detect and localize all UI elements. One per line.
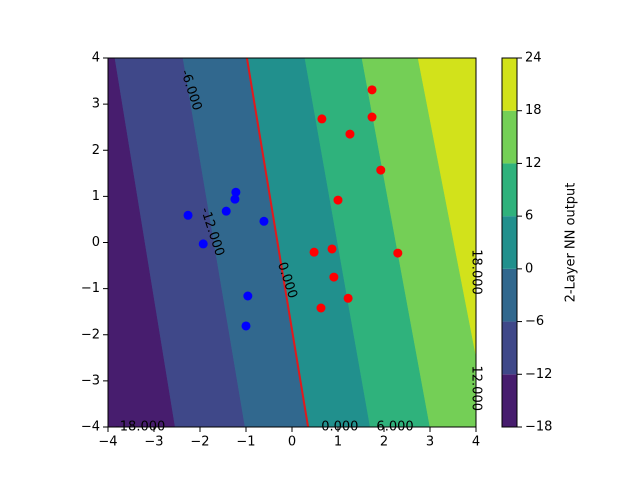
contour-band bbox=[108, 58, 176, 427]
scatter-point bbox=[327, 244, 337, 254]
x-tick-label: −1 bbox=[236, 435, 255, 450]
scatter-point bbox=[198, 239, 208, 249]
scatter-point bbox=[316, 303, 326, 313]
scatter-point bbox=[183, 210, 193, 220]
scatter-point bbox=[221, 206, 231, 216]
scatter-point bbox=[329, 272, 339, 282]
contour-band bbox=[304, 58, 431, 427]
colorbar-swatch bbox=[502, 321, 517, 375]
contour-band bbox=[361, 58, 476, 427]
contour-band bbox=[182, 58, 309, 427]
scatter-point bbox=[367, 112, 377, 122]
x-tick-label: 2 bbox=[380, 435, 388, 450]
colorbar-tick-label: −6 bbox=[525, 314, 544, 329]
x-tick-label: −3 bbox=[144, 435, 163, 450]
colorbar-tick-label: 6 bbox=[525, 209, 533, 224]
scatter-point bbox=[333, 195, 343, 205]
colorbar-swatch bbox=[502, 268, 517, 322]
x-tick-label: 3 bbox=[426, 435, 434, 450]
y-tick-label: −4 bbox=[81, 420, 100, 435]
scatter-point bbox=[259, 216, 269, 226]
y-tick-label: 0 bbox=[92, 235, 100, 250]
colorbar-swatch bbox=[502, 216, 517, 269]
scatter-point bbox=[367, 85, 377, 95]
y-tick-label: 4 bbox=[92, 51, 100, 66]
contour-fill bbox=[108, 58, 476, 427]
colorbar-tick-label: −18 bbox=[525, 420, 552, 435]
colorbar-tick-label: −12 bbox=[525, 367, 552, 382]
x-tick-label: 0 bbox=[288, 435, 296, 450]
colorbar-frame bbox=[501, 57, 518, 428]
colorbar-tick-label: 12 bbox=[525, 156, 542, 171]
colorbar-tick-label: 0 bbox=[525, 261, 533, 276]
scatter-point bbox=[393, 248, 403, 258]
scatter-point bbox=[309, 247, 319, 257]
contour-band bbox=[417, 58, 476, 358]
y-tick-label: 2 bbox=[92, 143, 100, 158]
y-tick-label: −2 bbox=[81, 327, 100, 342]
colorbar-swatch bbox=[502, 374, 517, 427]
colorbar-tick-label: 24 bbox=[525, 51, 542, 66]
colorbar-label: 2-Layer NN output bbox=[564, 183, 579, 303]
contour-line bbox=[245, 58, 310, 427]
colorbar-swatch bbox=[502, 58, 517, 111]
scatter-point bbox=[243, 291, 253, 301]
x-tick-label: 4 bbox=[472, 435, 480, 450]
y-tick-label: −3 bbox=[81, 373, 100, 388]
colorbar-swatch bbox=[502, 110, 517, 164]
scatter-point bbox=[230, 194, 240, 204]
y-tick-label: 1 bbox=[92, 189, 100, 204]
y-tick-label: 3 bbox=[92, 97, 100, 112]
x-tick-label: 1 bbox=[334, 435, 342, 450]
x-tick-label: −4 bbox=[98, 435, 117, 450]
colorbar-swatch bbox=[502, 163, 517, 217]
scatter-point bbox=[345, 129, 355, 139]
scatter-point bbox=[241, 321, 251, 331]
scatter-point bbox=[317, 114, 327, 124]
scatter-point bbox=[343, 293, 353, 303]
scatter-point bbox=[376, 165, 386, 175]
contour-band bbox=[114, 58, 246, 427]
y-tick-label: −1 bbox=[81, 281, 100, 296]
scatter-point bbox=[231, 187, 241, 197]
colorbar-tick-label: 18 bbox=[525, 103, 542, 118]
x-tick-label: −2 bbox=[190, 435, 209, 450]
